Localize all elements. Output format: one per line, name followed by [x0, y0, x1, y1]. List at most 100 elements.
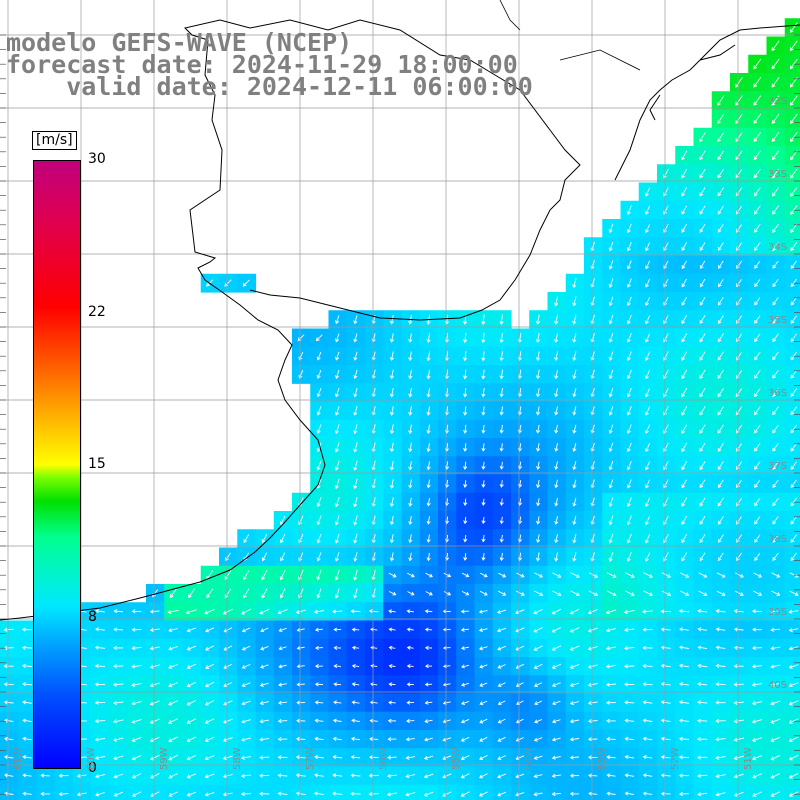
wind-arrow [587, 718, 598, 724]
wind-arrow [790, 406, 798, 416]
wind-arrow [353, 442, 358, 453]
wind-arrow [608, 278, 614, 288]
wind-arrow [516, 572, 525, 578]
wind-arrow [790, 297, 797, 306]
wind-arrow [316, 588, 322, 599]
wind-arrow [699, 260, 706, 270]
wind-arrow [681, 406, 688, 416]
wind-arrow [623, 609, 635, 614]
wind-arrow [717, 168, 724, 179]
wind-arrow [334, 424, 340, 435]
wind-arrow [316, 406, 322, 416]
wind-arrow [718, 260, 724, 269]
wind-arrow [407, 591, 415, 596]
wind-arrow [444, 351, 449, 362]
wind-arrow [733, 773, 744, 779]
wind-arrow [788, 664, 799, 669]
wind-arrow [149, 718, 160, 724]
wind-arrow [479, 700, 488, 706]
wind-arrow [645, 442, 651, 453]
wind-arrow [642, 736, 653, 741]
wind-speed-cell [346, 784, 366, 800]
wind-arrow [241, 663, 251, 669]
lat-label-37s: 37S [768, 461, 788, 472]
wind-arrow [790, 534, 797, 543]
wind-arrow [3, 718, 14, 723]
wind-arrow [149, 609, 160, 614]
wind-arrow [149, 736, 160, 743]
wind-arrow [645, 315, 651, 325]
wind-arrow [608, 461, 614, 471]
wind-speed-cell [784, 91, 800, 111]
wind-arrow [499, 314, 504, 326]
wind-arrow [460, 736, 470, 742]
lat-label-40s: 40S [768, 680, 788, 691]
wind-arrow [334, 442, 340, 453]
wind-arrow [517, 552, 522, 562]
wind-arrow [697, 627, 708, 632]
wind-arrow [790, 351, 797, 361]
wind-arrow [772, 388, 779, 397]
wind-arrow [681, 278, 687, 288]
wind-arrow [678, 755, 690, 760]
wind-arrow [697, 608, 708, 614]
wind-arrow [643, 590, 653, 597]
wind-arrow [222, 755, 233, 761]
wind-arrow [460, 773, 470, 779]
wind-arrow [204, 608, 215, 615]
wind-speed-cell [474, 784, 494, 800]
wind-arrow [406, 609, 415, 614]
wind-arrow [424, 627, 433, 632]
wind-arrow [733, 719, 744, 724]
wind-arrow [535, 332, 541, 344]
wind-arrow [113, 627, 124, 632]
wind-arrow [699, 552, 706, 562]
wind-arrow [185, 609, 197, 615]
wind-arrow [679, 645, 689, 650]
wind-arrow [423, 755, 434, 760]
wind-arrow [204, 773, 215, 779]
wind-speed-cell [766, 273, 786, 293]
wind-speed-cell [784, 273, 800, 293]
lat-label-33s: 33S [768, 169, 788, 180]
wind-arrow [499, 498, 504, 506]
wind-arrow [316, 515, 322, 526]
wind-arrow [334, 497, 340, 508]
wind-speed-cell [766, 255, 786, 275]
wind-arrow [772, 443, 779, 452]
wind-arrow [572, 387, 577, 398]
wind-arrow [350, 609, 361, 614]
wind-arrow [645, 497, 651, 507]
wind-arrow [424, 682, 433, 687]
wind-arrow [426, 424, 431, 435]
wind-speed-cell [219, 784, 238, 800]
wind-arrow [131, 736, 142, 742]
wind-arrow [405, 774, 416, 779]
wind-arrow [76, 792, 87, 797]
wind-arrow [388, 572, 397, 578]
wind-arrow [770, 754, 781, 761]
wind-arrow [790, 260, 797, 269]
wind-arrow [681, 150, 688, 161]
wind-arrow [717, 552, 724, 562]
wind-arrow [698, 590, 708, 596]
wind-arrow [534, 590, 544, 596]
wind-arrow [386, 773, 397, 779]
wind-arrow [645, 223, 651, 234]
wind-arrow [334, 406, 340, 416]
wind-speed-cell [784, 328, 800, 348]
wind-arrow [608, 479, 614, 489]
colorbar [33, 160, 81, 769]
wind-arrow [644, 187, 651, 197]
wind-arrow [790, 95, 798, 106]
wind-arrow [40, 773, 51, 778]
wind-arrow [95, 627, 105, 632]
wind-arrow [788, 772, 799, 779]
wind-arrow [205, 627, 215, 633]
wind-arrow [554, 461, 559, 471]
wind-arrow [296, 700, 306, 705]
wind-arrow [150, 791, 160, 797]
wind-arrow [698, 572, 708, 578]
wind-arrow [699, 406, 706, 416]
wind-arrow [681, 168, 688, 179]
